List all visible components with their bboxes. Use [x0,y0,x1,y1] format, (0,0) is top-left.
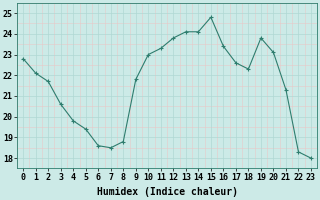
X-axis label: Humidex (Indice chaleur): Humidex (Indice chaleur) [97,187,237,197]
